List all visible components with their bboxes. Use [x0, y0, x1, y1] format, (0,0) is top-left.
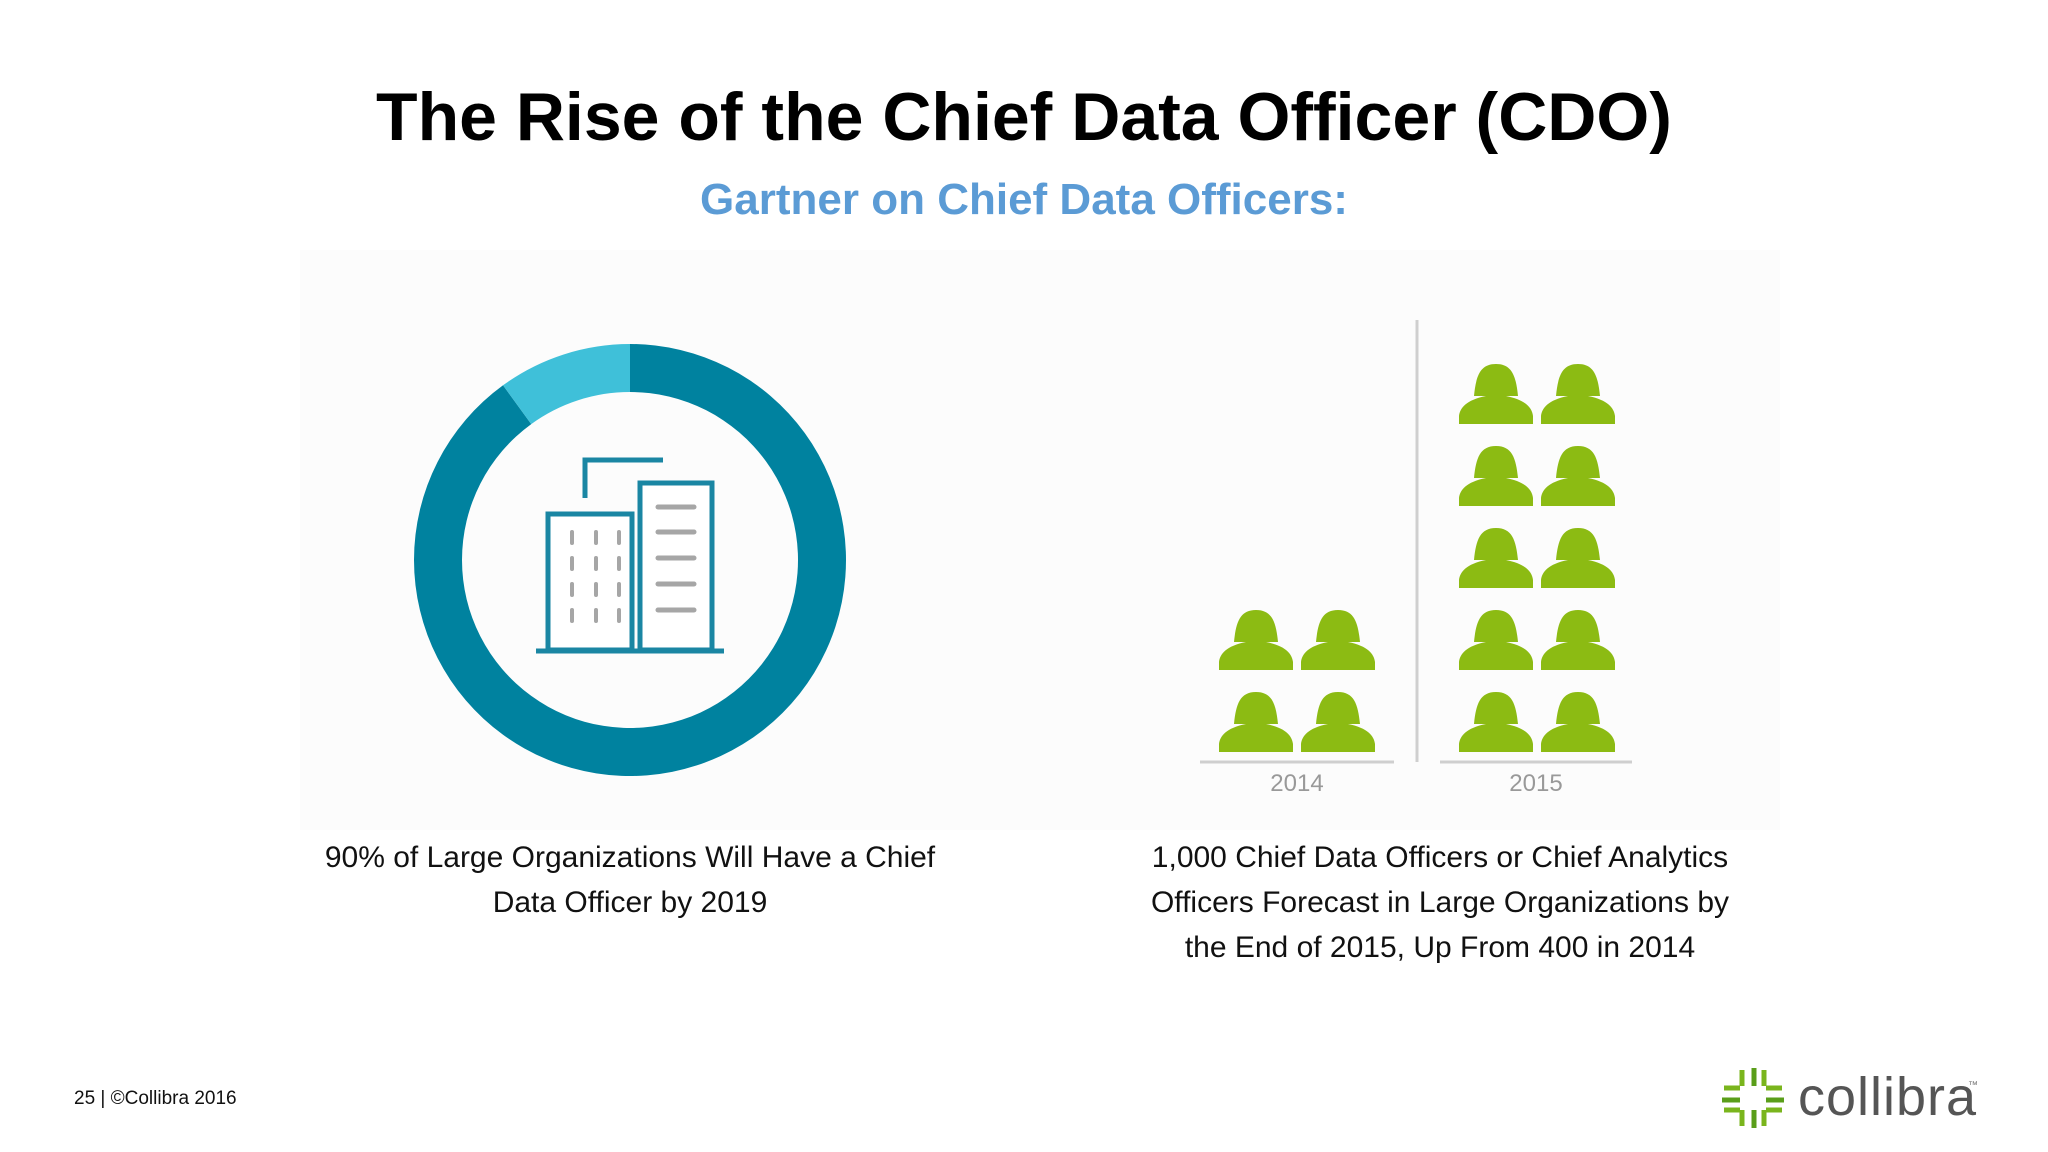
pictogram-chart: [1200, 320, 1632, 764]
caption-line: the End of 2015, Up From 400 in 2014: [1184, 931, 1696, 964]
collibra-logo-icon: [1722, 1068, 1784, 1128]
logo-text: collibra: [1798, 1067, 1978, 1127]
caption-line: Data Officer by 2019: [492, 886, 768, 919]
pictogram-caption: 1,000 Chief Data Officers or Chief Analy…: [1050, 835, 1830, 970]
person-icon-2015: [1541, 610, 1615, 670]
caption-line: 90% of Large Organizations Will Have a C…: [324, 841, 936, 874]
caption-line: Officers Forecast in Large Organizations…: [1150, 886, 1730, 919]
person-icon-2015: [1459, 364, 1533, 424]
collibra-logo: collibra ™: [1720, 1066, 1980, 1130]
donut-chart: [413, 344, 846, 776]
slide-subtitle: Gartner on Chief Data Officers:: [700, 175, 1348, 224]
person-icon-2015: [1541, 528, 1615, 588]
slide-title: The Rise of the Chief Data Officer (CDO): [376, 79, 1672, 155]
office-building-icon: [536, 457, 724, 654]
person-icon-2015: [1459, 528, 1533, 588]
year-label-2015: 2015: [1509, 770, 1563, 797]
person-icon-2015: [1459, 692, 1533, 752]
caption-line: 1,000 Chief Data Officers or Chief Analy…: [1151, 841, 1729, 874]
slide-footer: 25 | ©Collibra 2016: [74, 1088, 237, 1109]
logo-trademark: ™: [1968, 1080, 1978, 1091]
person-icon-2015: [1541, 692, 1615, 752]
person-icon-2014: [1219, 610, 1293, 670]
person-icon-2015: [1541, 446, 1615, 506]
donut-slice-remainder: [503, 344, 630, 425]
donut-caption: 90% of Large Organizations Will Have a C…: [260, 835, 1000, 925]
person-icon-2015: [1459, 610, 1533, 670]
person-icon-2015: [1459, 446, 1533, 506]
person-icon-2015: [1541, 364, 1615, 424]
person-icon-2014: [1219, 692, 1293, 752]
person-icon-2014: [1301, 610, 1375, 670]
year-label-2014: 2014: [1270, 770, 1324, 797]
person-icon-2014: [1301, 692, 1375, 752]
